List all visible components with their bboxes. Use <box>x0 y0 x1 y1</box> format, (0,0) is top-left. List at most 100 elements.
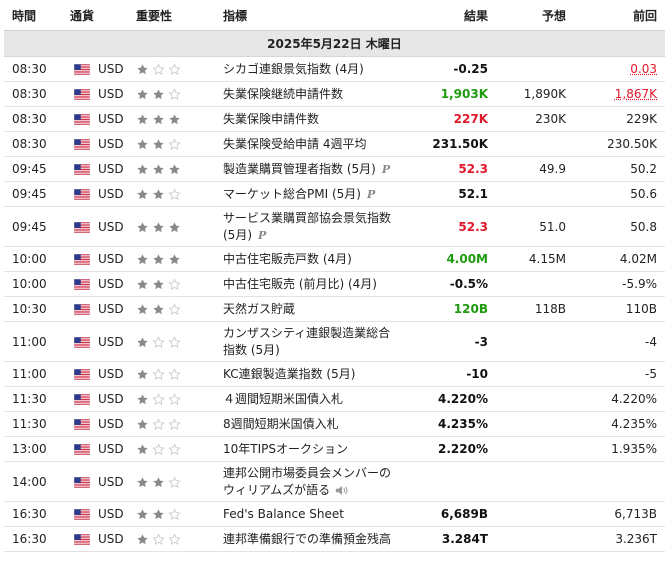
header-forecast[interactable]: 予想 <box>496 0 574 31</box>
star-filled-icon <box>153 509 164 520</box>
event-previous: 229K <box>574 106 665 132</box>
event-name-cell[interactable]: ４週間短期米国債入札 <box>223 386 406 412</box>
event-row[interactable]: 09:45 USD 製造業購買管理者指数 (5月) P 52.3 49.9 50.2 <box>4 156 665 182</box>
event-name-cell[interactable]: 中古住宅販売戸数 (4月) <box>223 246 406 272</box>
event-forecast: 230K <box>496 106 574 132</box>
event-name-link[interactable]: ４週間短期米国債入札 <box>223 391 344 406</box>
event-name-cell[interactable]: シカゴ連銀景気指数 (4月) <box>223 56 406 82</box>
star-filled-icon <box>169 221 180 232</box>
event-previous: 1,867K <box>574 81 665 107</box>
event-name-link[interactable]: 失業保険申請件数 <box>223 111 320 126</box>
event-actual: 52.3 <box>406 156 496 182</box>
event-name-cell[interactable]: 中古住宅販売 (前月比) (4月) <box>223 271 406 297</box>
event-name-link[interactable]: KC連銀製造業指数 (5月) <box>223 366 356 381</box>
event-name-cell[interactable]: サービス業購買部協会景気指数 (5月) P <box>223 206 406 247</box>
event-row[interactable]: 11:30 USD ４週間短期米国債入札 4.220% 4.220% <box>4 386 665 412</box>
event-name-cell[interactable]: 10年TIPSオークション <box>223 436 406 462</box>
header-currency[interactable]: 通貨 <box>70 0 136 31</box>
event-name-cell[interactable]: 天然ガス貯蔵 <box>223 296 406 322</box>
event-row[interactable]: 11:00 USD カンザスシティ連銀製造業総合指数 (5月) -3 -4 <box>4 321 665 362</box>
event-row[interactable]: 16:30 USD Fed's Balance Sheet 6,689B 6,713B <box>4 501 665 527</box>
event-row[interactable]: 09:45 USD マーケット総合PMI (5月) P 52.1 50.6 <box>4 181 665 207</box>
us-flag-icon <box>74 279 90 290</box>
event-name-cell[interactable]: 失業保険申請件数 <box>223 106 406 132</box>
star-filled-icon <box>169 164 180 175</box>
event-row[interactable]: 08:30 USD シカゴ連銀景気指数 (4月) -0.25 0.03 <box>4 56 665 82</box>
event-name-link[interactable]: 8週間短期米国債入札 <box>223 416 339 431</box>
event-name-link[interactable]: 失業保険継続申請件数 <box>223 86 344 101</box>
header-actual[interactable]: 結果 <box>406 0 496 31</box>
event-name-cell[interactable]: マーケット総合PMI (5月) P <box>223 181 406 207</box>
event-forecast: 51.0 <box>496 206 574 247</box>
event-row[interactable]: 10:00 USD 中古住宅販売戸数 (4月) 4.00M 4.15M 4.02M <box>4 246 665 272</box>
event-currency: USD <box>70 501 136 527</box>
event-row[interactable]: 11:30 USD 8週間短期米国債入札 4.235% 4.235% <box>4 411 665 437</box>
event-row[interactable]: 10:00 USD 中古住宅販売 (前月比) (4月) -0.5% -5.9% <box>4 271 665 297</box>
event-name-link[interactable]: 中古住宅販売戸数 (4月) <box>223 251 352 266</box>
event-time: 09:45 <box>4 156 70 182</box>
event-name-link[interactable]: 中古住宅販売 (前月比) (4月) <box>223 276 377 291</box>
event-name-cell[interactable]: 連邦準備銀行での準備預金残高 <box>223 526 406 552</box>
event-row[interactable]: 08:30 USD 失業保険受給申請 4週平均 231.50K 230.50K <box>4 131 665 157</box>
importance-stars <box>136 443 181 456</box>
event-time: 11:30 <box>4 411 70 437</box>
event-name-link[interactable]: Fed's Balance Sheet <box>223 506 344 521</box>
star-empty-icon <box>168 63 181 75</box>
header-time[interactable]: 時間 <box>4 0 70 31</box>
event-row[interactable]: 16:30 USD 連邦準備銀行での準備預金残高 3.284T 3.236T <box>4 526 665 552</box>
us-flag-icon <box>74 476 90 488</box>
event-name-link[interactable]: 失業保険受給申請 4週平均 <box>223 136 367 151</box>
star-empty-icon <box>168 138 181 150</box>
event-actual: -0.25 <box>406 56 496 82</box>
event-name-link[interactable]: 連邦公開市場委員会メンバーのウィリアムズが語る <box>223 465 392 497</box>
event-name-link[interactable]: 天然ガス貯蔵 <box>223 301 296 316</box>
event-name-link[interactable]: カンザスシティ連銀製造業総合指数 (5月) <box>223 325 391 357</box>
star-empty-icon <box>152 393 165 405</box>
event-row[interactable]: 11:00 USD KC連銀製造業指数 (5月) -10 -5 <box>4 361 665 387</box>
event-row[interactable]: 09:45 USD サービス業購買部協会景気指数 (5月) P 52.3 51.0 50.8 <box>4 206 665 247</box>
event-name-link[interactable]: サービス業購買部協会景気指数 (5月) <box>223 210 392 242</box>
star-empty-icon <box>168 393 181 405</box>
event-name-cell[interactable]: 失業保険継続申請件数 <box>223 81 406 107</box>
us-flag-icon <box>74 369 90 380</box>
event-time: 10:30 <box>4 296 70 322</box>
header-importance[interactable]: 重要性 <box>136 0 223 31</box>
event-name-cell[interactable]: 連邦公開市場委員会メンバーのウィリアムズが語る <box>223 461 406 502</box>
event-name-link[interactable]: シカゴ連銀景気指数 (4月) <box>223 61 364 76</box>
star-filled-icon <box>153 189 164 200</box>
event-name-link[interactable]: マーケット総合PMI (5月) <box>223 186 361 201</box>
star-empty-icon <box>168 443 181 455</box>
event-row[interactable]: 08:30 USD 失業保険申請件数 227K 230K 229K <box>4 106 665 132</box>
us-flag-icon <box>74 336 90 348</box>
event-forecast <box>496 56 574 82</box>
event-previous: 230.50K <box>574 131 665 157</box>
event-name-link[interactable]: 連邦準備銀行での準備預金残高 <box>223 531 392 546</box>
event-forecast <box>496 361 574 387</box>
currency-code: USD <box>98 392 124 406</box>
star-filled-icon <box>137 89 148 100</box>
header-previous[interactable]: 前回 <box>574 0 665 31</box>
previous-value: 4.02M <box>619 252 657 266</box>
event-previous: 110B <box>574 296 665 322</box>
event-name-cell[interactable]: カンザスシティ連銀製造業総合指数 (5月) <box>223 321 406 362</box>
event-actual: 1,903K <box>406 81 496 107</box>
event-name-cell[interactable]: 製造業購買管理者指数 (5月) P <box>223 156 406 182</box>
event-forecast: 49.9 <box>496 156 574 182</box>
event-time: 09:45 <box>4 206 70 247</box>
event-row[interactable]: 08:30 USD 失業保険継続申請件数 1,903K 1,890K 1,867K <box>4 81 665 107</box>
event-row[interactable]: 14:00 USD 連邦公開市場委員会メンバーのウィリアムズが語る <box>4 461 665 502</box>
event-row[interactable]: 13:00 USD 10年TIPSオークション 2.220% 1.935% <box>4 436 665 462</box>
header-event[interactable]: 指標 <box>223 0 406 31</box>
importance-stars <box>136 508 181 521</box>
event-name-link[interactable]: 10年TIPSオークション <box>223 441 348 456</box>
event-name-cell[interactable]: 失業保険受給申請 4週平均 <box>223 131 406 157</box>
event-name-cell[interactable]: KC連銀製造業指数 (5月) <box>223 361 406 387</box>
event-row[interactable]: 10:30 USD 天然ガス貯蔵 120B 118B 110B <box>4 296 665 322</box>
us-flag-icon <box>74 509 90 520</box>
currency-code: USD <box>98 252 124 266</box>
previous-value: 3.236T <box>615 532 657 546</box>
event-name-link[interactable]: 製造業購買管理者指数 (5月) <box>223 161 376 176</box>
event-previous: 50.8 <box>574 206 665 247</box>
event-name-cell[interactable]: Fed's Balance Sheet <box>223 501 406 527</box>
event-name-cell[interactable]: 8週間短期米国債入札 <box>223 411 406 437</box>
